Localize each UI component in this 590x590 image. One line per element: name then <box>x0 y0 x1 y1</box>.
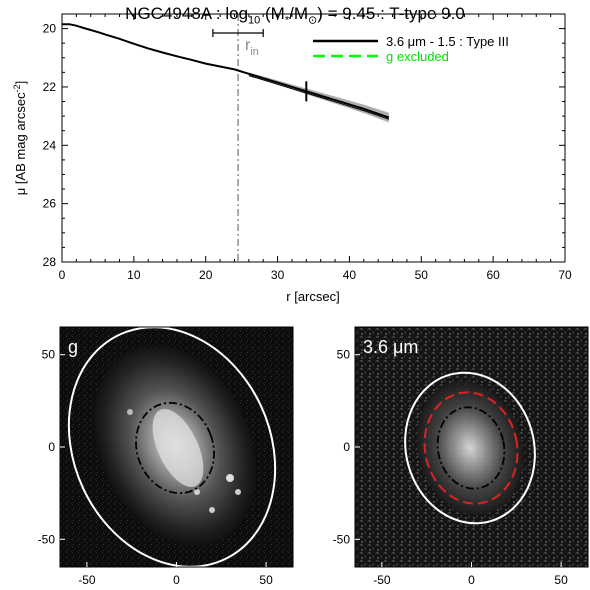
ir-galaxy-glow <box>416 380 524 516</box>
y-tick-label: 24 <box>43 138 57 152</box>
image-y-tick-label: -50 <box>333 532 351 546</box>
x-tick-label: 30 <box>271 268 285 282</box>
g-star-knot <box>226 474 234 482</box>
image-x-tick-label: 0 <box>173 573 180 587</box>
r-in-label: rin <box>245 37 259 58</box>
image-y-tick-label: 0 <box>343 440 350 454</box>
x-tick-label: 0 <box>59 268 66 282</box>
image-y-tick-label: -50 <box>38 532 56 546</box>
x-tick-label: 20 <box>199 268 213 282</box>
y-axis-label: μ [AB mag arcsec-2] <box>12 81 28 196</box>
image-y-tick-label: 50 <box>42 348 56 362</box>
x-tick-label: 70 <box>558 268 572 282</box>
profile-secondary-line <box>248 75 390 120</box>
x-axis-label: r [arcsec] <box>286 289 339 304</box>
profile-plot-frame <box>61 13 566 263</box>
g-star-knot <box>127 409 133 415</box>
profile-plot: 0 10 20 30 40 50 60 70 20 22 24 26 28 rin 3.6 μm - … <box>12 13 572 304</box>
x-tick-label: 50 <box>415 268 429 282</box>
image-x-tick-label: 50 <box>554 573 568 587</box>
legend-label-3p6: 3.6 μm - 1.5 : Type III <box>386 34 509 49</box>
profile-y-ticks: 20 22 24 26 28 <box>43 22 565 269</box>
title-log-base: 10 <box>248 14 261 27</box>
y-tick-label: 28 <box>43 255 57 269</box>
image-x-tick-label: -50 <box>373 573 391 587</box>
image-x-tick-label: -50 <box>78 573 96 587</box>
r-in-errorbar <box>212 29 264 37</box>
image-x-tick-label: 50 <box>259 573 273 587</box>
g-outer-ellipse <box>67 326 277 568</box>
x-tick-label: 10 <box>127 268 141 282</box>
g-image-ticks: -50 0 50 50 0 -50 <box>38 348 273 587</box>
ir-image-panel: 3.6 μm -50 0 50 50 0 -50 <box>333 326 589 587</box>
x-tick-label: 60 <box>486 268 500 282</box>
image-x-tick-label: 0 <box>468 573 475 587</box>
ir-inner-ellipse <box>436 406 506 490</box>
y-tick-label: 22 <box>43 80 57 94</box>
legend: 3.6 μm - 1.5 : Type III g excluded <box>313 34 509 64</box>
g-star-knot <box>209 507 215 513</box>
profile-x-ticks: 0 10 20 30 40 50 60 70 <box>59 14 572 282</box>
profile-series-line <box>62 23 390 119</box>
g-star-knot <box>235 489 241 495</box>
ir-panel-label: 3.6 μm <box>363 337 418 357</box>
g-inner-ellipse <box>135 401 215 495</box>
g-star-knot <box>194 489 200 495</box>
ir-red-ellipse <box>423 391 519 505</box>
title-sun-symbol: ⊙ <box>308 14 318 27</box>
g-band-image-panel: g -50 0 50 50 0 -50 <box>38 326 294 587</box>
ir-image-ticks: -50 0 50 50 0 -50 <box>333 348 568 587</box>
g-galaxy-core <box>152 409 204 487</box>
y-tick-label: 20 <box>43 22 57 36</box>
x-tick-label: 40 <box>343 268 357 282</box>
legend-label-g-excluded: g excluded <box>386 49 449 64</box>
image-y-tick-label: 50 <box>337 348 351 362</box>
image-y-tick-label: 0 <box>48 440 55 454</box>
g-panel-label: g <box>68 337 78 357</box>
title-star: * <box>284 14 290 27</box>
ir-outer-ellipse <box>404 371 536 525</box>
y-tick-label: 26 <box>43 197 57 211</box>
